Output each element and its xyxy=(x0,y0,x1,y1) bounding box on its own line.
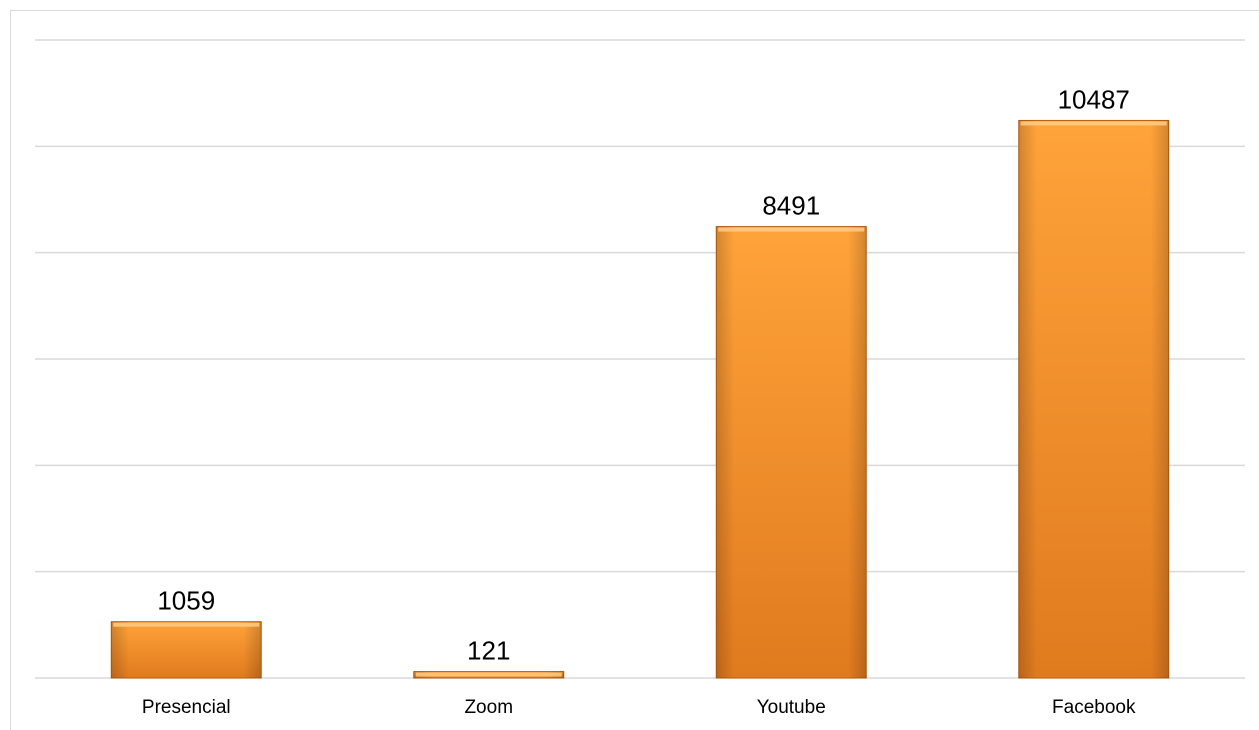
x-tick-label-youtube: Youtube xyxy=(757,697,826,718)
bar-top-highlight xyxy=(113,622,260,627)
bar-bevel-shade xyxy=(716,226,867,678)
x-tick-label-zoom: Zoom xyxy=(464,697,513,718)
bar-bevel-shade xyxy=(111,621,262,678)
x-tick-label-facebook: Facebook xyxy=(1052,697,1136,718)
bar-top-highlight xyxy=(415,672,562,677)
data-label-facebook: 10487 xyxy=(1058,84,1130,114)
bar-bevel-shade xyxy=(1018,120,1169,679)
bars xyxy=(110,119,1170,679)
bar-top-highlight xyxy=(718,227,865,232)
data-labels: 1059 121 8491 10487 xyxy=(157,84,1130,665)
x-tick-label-presencial: Presencial xyxy=(142,697,231,718)
bar-top-highlight xyxy=(1020,121,1167,126)
data-label-presencial: 1059 xyxy=(157,586,215,616)
data-label-youtube: 8491 xyxy=(762,191,820,221)
x-axis-tick-labels: Presencial Zoom Youtube Facebook xyxy=(142,697,1136,718)
data-label-zoom: 121 xyxy=(467,636,510,666)
